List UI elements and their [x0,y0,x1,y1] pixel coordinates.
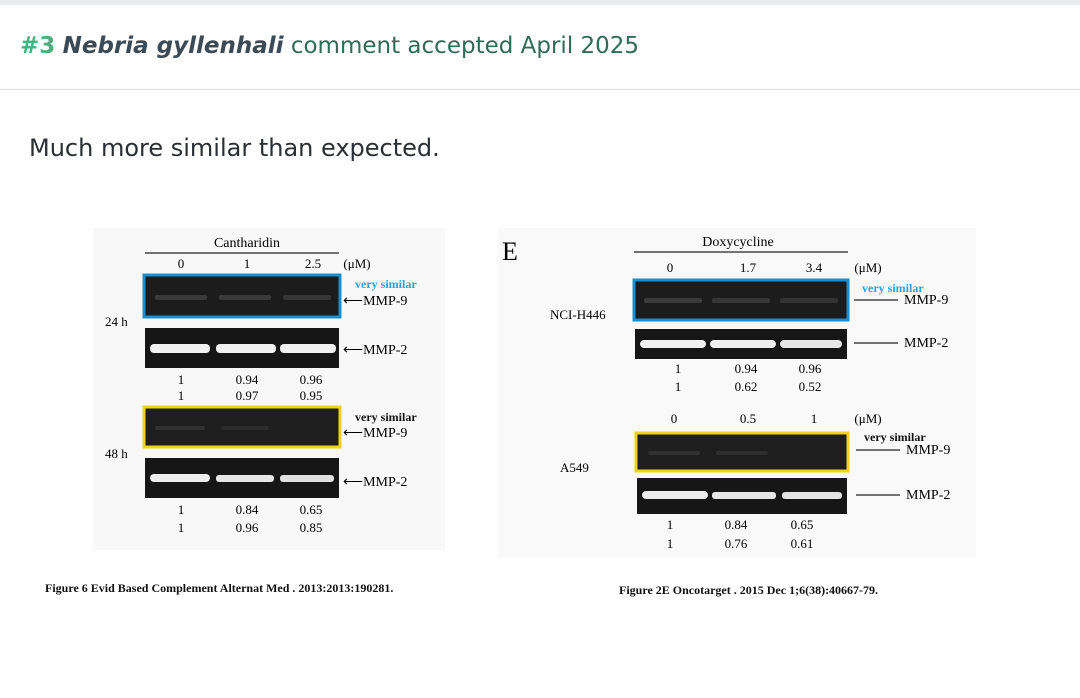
ratio-value: 0.96 [236,520,259,535]
band-label-mmp2: MMP-2 [906,488,950,503]
ratio-value: 0.76 [725,536,748,551]
band-label-mmp2: ⟵MMP-2 [343,343,407,358]
unit-label: (μM) [854,260,881,275]
annotation-very-similar: very similar [355,410,417,424]
treatment-label: Doxycycline [702,235,774,250]
cell-line-label: NCI-H446 [550,307,606,322]
dose-label: 0.5 [740,411,756,426]
figure-cantharidin: Cantharidin 0 1 2.5 (μM) 24 h very simil… [93,228,445,550]
species-name[interactable]: Nebria gyllenhali [62,33,284,59]
ratio-value: 1 [178,388,185,403]
dose-label: 0 [178,256,185,271]
ratio-value: 1 [667,517,674,532]
ratio-value: 0.84 [725,517,748,532]
figure-doxycycline: E Doxycycline 0 1.7 3.4 (μM) NCI-H446 ve… [498,228,976,558]
band-label-mmp9: MMP-9 [904,293,948,308]
post-header: #3 Nebria gyllenhali comment accepted Ap… [0,5,1080,90]
time-label: 24 h [105,314,128,329]
cell-line-label: A549 [560,460,589,475]
ratio-value: 1 [667,536,674,551]
ratio-value: 0.65 [791,517,814,532]
ratio-value: 1 [178,372,185,387]
post-status: comment accepted April 2025 [290,33,640,59]
dose-label: 1 [244,256,251,271]
treatment-label: Cantharidin [214,236,280,251]
blue-highlight-box [142,273,342,319]
ratio-value: 1 [178,520,185,535]
ratio-value: 0.97 [236,388,259,403]
ratio-value: 0.94 [236,372,259,387]
caption-left: Figure 6 Evid Based Complement Alternat … [45,581,394,595]
ratio-value: 0.96 [799,361,822,376]
dose-label: 2.5 [305,256,321,271]
comment-text: Much more similar than expected. [29,134,440,162]
ratio-value: 0.61 [791,536,814,551]
band-label-mmp9: MMP-9 [906,443,950,458]
caption-right: Figure 2E Oncotarget . 2015 Dec 1;6(38):… [619,583,879,597]
ratio-value: 1 [178,502,185,517]
dose-label: 3.4 [806,260,823,275]
panel-letter: E [502,237,518,266]
unit-label: (μM) [854,411,881,426]
yellow-highlight-box [142,405,342,449]
post-title: #3 Nebria gyllenhali comment accepted Ap… [20,33,639,59]
ratio-value: 0.95 [300,388,323,403]
ratio-value: 0.85 [300,520,323,535]
band-label-mmp9: ⟵MMP-9 [343,426,407,441]
dose-label: 0 [671,411,678,426]
dose-label: 1 [811,411,818,426]
dose-label: 1.7 [740,260,757,275]
band-label-mmp2: ⟵MMP-2 [343,475,407,490]
ratio-value: 0.94 [735,361,758,376]
ratio-value: 0.84 [236,502,259,517]
band-label-mmp2: MMP-2 [904,336,948,351]
ratio-value: 1 [675,379,682,394]
ratio-value: 0.65 [300,502,323,517]
time-label: 48 h [105,446,128,461]
top-strip [0,0,1080,5]
annotation-very-similar: very similar [864,430,926,444]
unit-label: (μM) [343,256,370,271]
post-number: #3 [20,33,56,59]
ratio-value: 0.62 [735,379,758,394]
ratio-value: 0.96 [300,372,323,387]
ratio-value: 1 [675,361,682,376]
yellow-highlight-box [634,431,850,473]
annotation-very-similar: very similar [862,281,924,295]
blue-highlight-box [632,278,850,322]
band-label-mmp9: ⟵MMP-9 [343,294,407,309]
ratio-value: 0.52 [799,379,822,394]
dose-label: 0 [667,260,674,275]
annotation-very-similar: very similar [355,277,417,291]
